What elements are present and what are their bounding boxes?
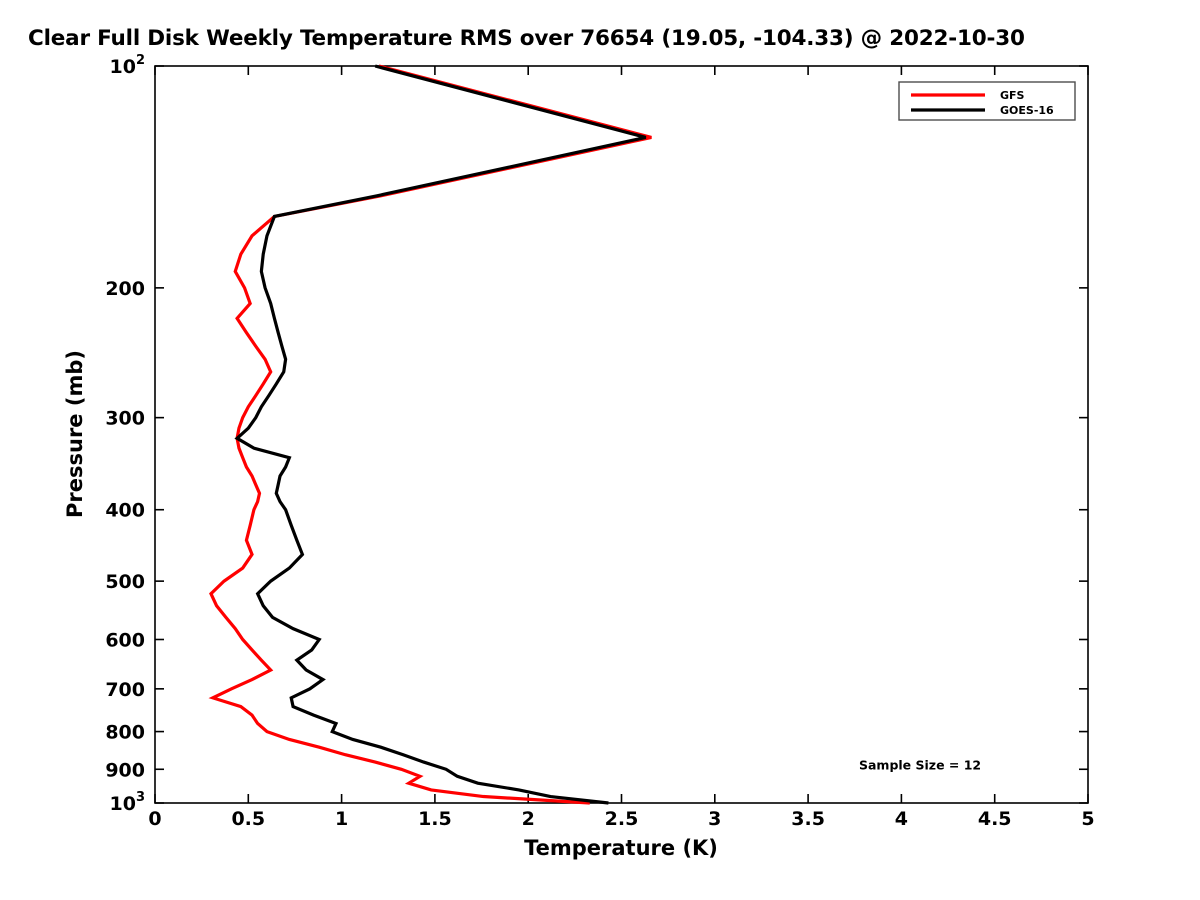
legend-frame [898,81,1076,121]
tick-marks [154,65,1089,804]
legend-label-gfs: GFS [1000,89,1025,102]
y-axis-title: Pressure (mb) [63,350,87,518]
x-tick-label: 3.5 [791,808,825,830]
x-tick-label: 1.5 [418,808,452,830]
legend-label-goes16: GOES-16 [1000,104,1054,117]
chart-annotations: Sample Size = 12 [859,757,981,772]
x-tick-label: 5 [1081,808,1094,830]
x-tick-label: 4.5 [978,808,1012,830]
page-title: Clear Full Disk Weekly Temperature RMS o… [28,26,1025,51]
sample-size-annotation: Sample Size = 12 [859,757,981,772]
y-tick-labels: 102 200 300 400 500 600 700 800 900 103 [105,53,145,815]
x-axis-title: Temperature (K) [524,836,718,860]
axes-frame [154,65,1089,804]
y-tick-label: 800 [105,722,145,744]
x-tick-label: 1 [335,808,348,830]
y-tick-label: 102 [110,53,146,78]
y-tick-label: 700 [105,679,145,701]
y-tick-label: 900 [105,759,145,781]
x-tick-labels: 0 0.5 1 1.5 2 2.5 3 3.5 4 4.5 5 [148,808,1094,830]
legend[interactable]: GFS GOES-16 [898,81,1076,121]
x-tick-label: 2 [522,808,535,830]
y-tick-label: 300 [105,408,145,430]
series-line-goes-16 [234,64,647,805]
x-tick-label: 0 [148,808,161,830]
x-tick-label: 4 [895,808,908,830]
series-line-gfs [208,64,652,805]
data-series [208,64,652,805]
y-tick-label: 200 [105,278,145,300]
y-tick-label: 600 [105,629,145,651]
x-tick-label: 0.5 [231,808,265,830]
x-tick-label: 2.5 [605,808,639,830]
y-tick-label: 500 [105,571,145,593]
y-tick-label: 400 [105,500,145,522]
y-tick-label: 103 [110,790,146,815]
x-tick-label: 3 [708,808,721,830]
